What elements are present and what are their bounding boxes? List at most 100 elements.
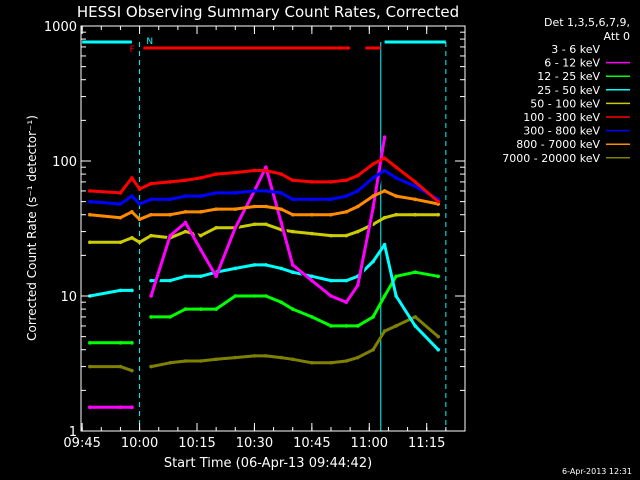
series-point-100-300-kev — [279, 172, 284, 176]
series-point-300-800-kev — [394, 176, 398, 180]
x-tick-label: 11:00 — [351, 436, 388, 451]
y-axis: 1 10 100 1000 — [44, 20, 465, 440]
series-point-7000-20000-kev — [233, 355, 238, 360]
series-point-3-6-kev — [356, 294, 360, 298]
series-point-12-25-kev — [168, 315, 173, 319]
series-point-6-12-kev — [344, 300, 349, 304]
series-point-100-300-kev — [310, 180, 314, 184]
series-point-300-800-kev — [329, 197, 333, 202]
series-point-800-7000-kev — [290, 212, 295, 217]
legend-entry-label: 12 - 25 keV — [537, 70, 600, 83]
x-tick-label: 10:30 — [236, 436, 273, 451]
series-point-800-7000-kev — [394, 194, 398, 198]
series-point-50-100-kev — [199, 233, 203, 238]
series-point-7000-20000-kev — [436, 334, 441, 339]
series-point-800-7000-kev — [279, 207, 284, 211]
series-point-7000-20000-kev — [290, 357, 295, 362]
series-point-7000-20000-kev — [88, 364, 92, 369]
series-point-100-300-kev — [356, 173, 360, 178]
plot-frame — [80, 25, 466, 432]
series-point-6-12-kev — [168, 233, 173, 238]
series-point-7000-20000-kev — [252, 354, 257, 358]
series-point-7000-20000-kev — [118, 364, 123, 369]
series-point-7000-20000-kev — [183, 359, 188, 363]
series-point-50-100-kev — [183, 229, 188, 234]
series-point-300-800-kev — [371, 176, 375, 180]
series-point-25-50-kev — [413, 324, 418, 328]
series-point-100-300-kev — [137, 187, 142, 191]
series-point-12-25-kev — [199, 307, 203, 311]
series-point-7000-20000-kev — [356, 355, 360, 360]
series-point-300-800-kev — [264, 189, 268, 193]
series-point-12-25-kev — [413, 270, 418, 275]
x-tick-label: 10:45 — [293, 436, 330, 451]
series-point-50-100-kev — [252, 222, 257, 227]
series-point-25-50-kev — [130, 288, 134, 293]
series-point-12-25-kev — [279, 300, 284, 304]
series-point-25-50-kev — [382, 242, 387, 247]
series-point-12-25-kev — [329, 324, 333, 328]
series-point-12-25-kev — [382, 294, 387, 298]
series-point-12-25-kev — [344, 324, 349, 328]
series-point-3-6-kev — [310, 283, 314, 288]
series-point-800-7000-kev — [88, 212, 92, 217]
series-point-25-50-kev — [183, 274, 188, 279]
series-point-50-100-kev — [130, 235, 134, 240]
series-point-50-100-kev — [290, 229, 295, 234]
series-point-12-25-kev — [264, 294, 268, 298]
x-axis-label: Start Time (06-Apr-13 09:44:42) — [164, 456, 372, 471]
series-point-25-50-kev — [436, 347, 441, 352]
series-point-6-12-kev — [233, 226, 238, 230]
series-point-100-300-kev — [394, 165, 398, 169]
series-point-300-800-kev — [149, 197, 153, 202]
legend-entry-label: 3 - 6 keV — [551, 43, 600, 56]
series-point-50-100-kev — [382, 215, 387, 220]
series-point-12-25-kev — [233, 294, 238, 298]
series-point-6-12-kev — [356, 283, 360, 288]
series-point-100-300-kev — [233, 170, 238, 175]
legend-entry-label: 100 - 300 keV — [523, 111, 600, 124]
x-axis: 09:45 10:00 10:15 10:30 10:45 11:00 11:15 — [63, 26, 466, 451]
series-point-12-25-kev — [371, 315, 375, 319]
series-point-6-12-kev — [199, 247, 203, 252]
series-point-300-800-kev — [214, 191, 218, 195]
series-line-3-6-kev — [149, 155, 387, 319]
series-point-800-7000-kev — [118, 215, 123, 220]
y-tick-label: 1 — [69, 425, 77, 440]
series-point-6-12-kev — [279, 220, 284, 225]
series-point-25-50-kev — [168, 278, 173, 283]
series-point-6-12-kev — [183, 220, 188, 225]
series-point-25-50-kev — [290, 270, 295, 275]
series-point-300-800-kev — [290, 197, 295, 202]
series-point-3-6-kev — [264, 159, 268, 163]
series-point-7000-20000-kev — [382, 329, 387, 333]
series-point-800-7000-kev — [371, 194, 375, 198]
series-point-800-7000-kev — [264, 204, 268, 209]
series-point-25-50-kev — [371, 259, 375, 264]
night-marker-label: N — [146, 37, 153, 47]
series-point-7000-20000-kev — [279, 355, 284, 360]
series-point-50-100-kev — [344, 233, 349, 238]
series-point-25-50-kev — [279, 266, 284, 271]
series-point-800-7000-kev — [214, 207, 218, 211]
series-point-6-12-kev — [130, 405, 134, 410]
series-layer — [88, 135, 441, 410]
series-point-6-12-kev — [371, 206, 375, 210]
series-point-50-100-kev — [149, 233, 153, 238]
series-point-800-7000-kev — [183, 210, 188, 214]
series-point-100-300-kev — [264, 168, 268, 173]
series-point-25-50-kev — [344, 278, 349, 283]
series-point-100-300-kev — [329, 180, 333, 184]
series-point-7000-20000-kev — [310, 361, 314, 365]
series-point-25-50-kev — [329, 278, 333, 283]
series-point-50-100-kev — [118, 240, 123, 245]
x-tick-label: 09:45 — [63, 436, 100, 451]
series-point-100-300-kev — [413, 180, 418, 184]
series-point-12-25-kev — [88, 341, 92, 345]
series-point-12-25-kev — [290, 307, 295, 311]
series-point-12-25-kev — [183, 307, 188, 311]
series-point-100-300-kev — [118, 191, 123, 195]
series-point-800-7000-kev — [137, 217, 142, 222]
series-point-300-800-kev — [137, 202, 142, 206]
footer-timestamp: 6-Apr-2013 12:31 — [562, 467, 632, 476]
